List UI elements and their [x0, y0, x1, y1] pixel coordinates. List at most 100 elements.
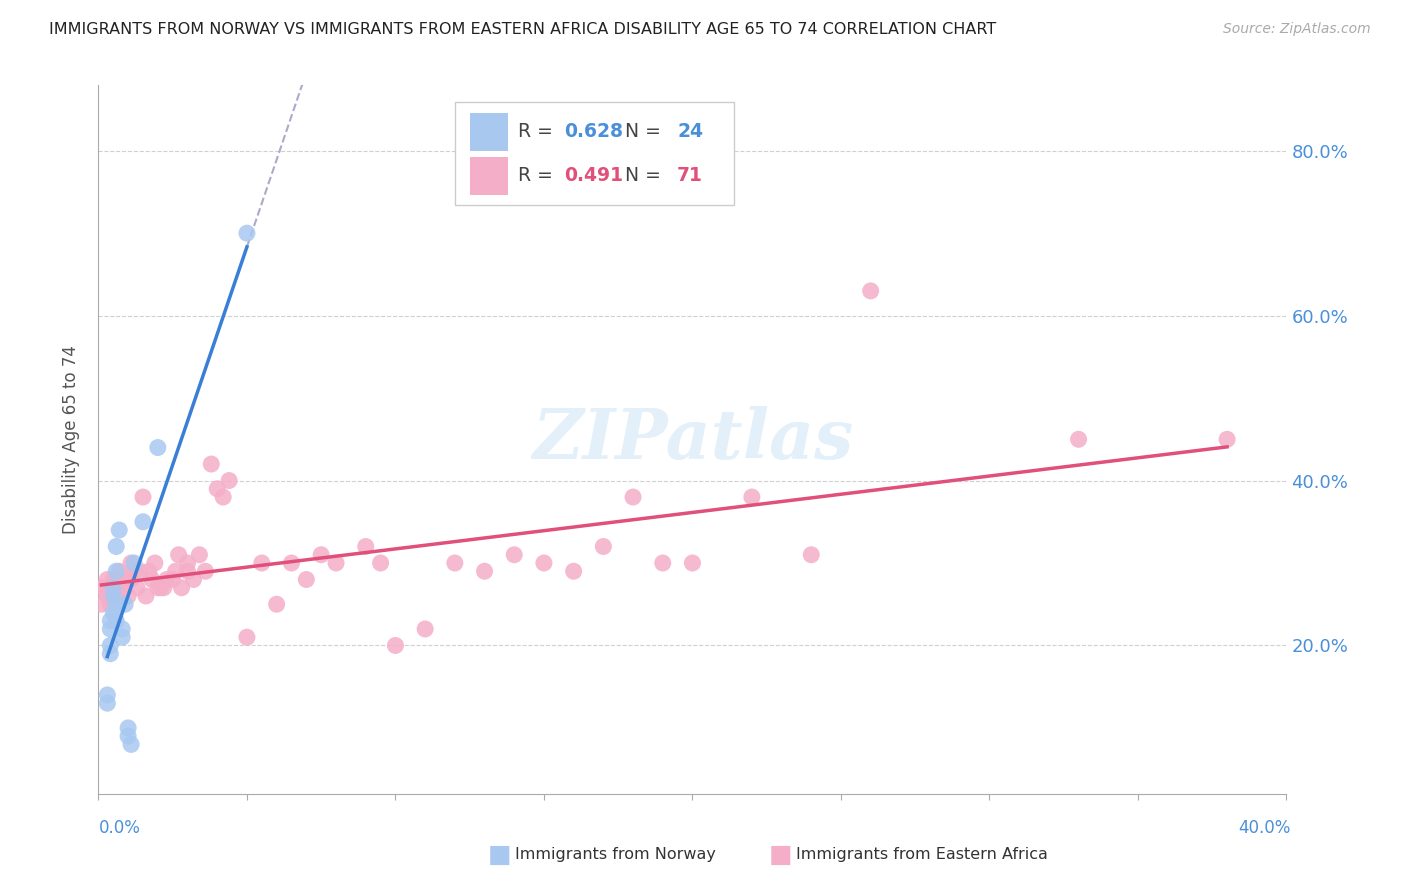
FancyBboxPatch shape: [470, 157, 509, 195]
Point: [117, 721, 139, 735]
Point: [111, 589, 134, 603]
Point: [108, 581, 131, 595]
Point: [105, 614, 128, 628]
Point: [122, 564, 145, 578]
Point: [859, 284, 882, 298]
Point: [443, 556, 465, 570]
Point: [114, 597, 136, 611]
Point: [120, 556, 142, 570]
Point: [117, 589, 139, 603]
Point: [103, 581, 125, 595]
Point: [188, 548, 211, 562]
Point: [354, 540, 377, 554]
Point: [117, 573, 139, 587]
Point: [149, 581, 172, 595]
Text: 0.628: 0.628: [564, 122, 623, 141]
FancyBboxPatch shape: [470, 112, 509, 151]
Point: [207, 482, 229, 496]
Point: [236, 226, 259, 240]
Text: N =: N =: [613, 122, 666, 141]
Point: [105, 540, 128, 554]
Point: [111, 622, 134, 636]
Point: [474, 564, 496, 578]
Text: ■: ■: [488, 843, 510, 866]
Point: [96, 573, 118, 587]
Point: [120, 738, 142, 752]
Point: [384, 639, 406, 653]
Point: [309, 548, 332, 562]
Text: Source: ZipAtlas.com: Source: ZipAtlas.com: [1223, 22, 1371, 37]
Point: [562, 564, 585, 578]
Point: [295, 573, 318, 587]
Point: [117, 729, 139, 743]
Point: [165, 564, 187, 578]
Point: [125, 581, 148, 595]
Point: [533, 556, 555, 570]
Point: [105, 597, 128, 611]
Point: [200, 457, 222, 471]
Point: [111, 630, 134, 644]
Point: [108, 523, 131, 537]
Text: 24: 24: [678, 122, 703, 141]
Point: [176, 556, 198, 570]
Point: [132, 490, 155, 504]
Point: [98, 639, 121, 653]
Point: [212, 490, 235, 504]
Point: [621, 490, 644, 504]
Point: [98, 614, 121, 628]
Text: R =: R =: [517, 167, 558, 186]
Point: [96, 589, 118, 603]
Point: [114, 573, 136, 587]
Point: [146, 581, 169, 595]
Point: [682, 556, 704, 570]
Text: ■: ■: [769, 843, 792, 866]
Text: 0.491: 0.491: [564, 167, 623, 186]
Point: [176, 564, 198, 578]
Text: IMMIGRANTS FROM NORWAY VS IMMIGRANTS FROM EASTERN AFRICA DISABILITY AGE 65 TO 74: IMMIGRANTS FROM NORWAY VS IMMIGRANTS FRO…: [49, 22, 997, 37]
Text: Immigrants from Norway: Immigrants from Norway: [515, 847, 716, 862]
Text: N =: N =: [613, 167, 666, 186]
Point: [152, 581, 174, 595]
Text: 40.0%: 40.0%: [1239, 819, 1291, 837]
Point: [135, 589, 157, 603]
Point: [98, 581, 121, 595]
Point: [103, 606, 125, 620]
Text: 0.0%: 0.0%: [98, 819, 141, 837]
Point: [111, 573, 134, 587]
Point: [250, 556, 273, 570]
Point: [103, 589, 125, 603]
Point: [103, 589, 125, 603]
Text: Immigrants from Eastern Africa: Immigrants from Eastern Africa: [796, 847, 1047, 862]
Point: [280, 556, 302, 570]
Point: [218, 474, 240, 488]
Point: [1216, 433, 1239, 447]
Point: [370, 556, 392, 570]
Point: [105, 573, 128, 587]
Point: [236, 630, 259, 644]
Point: [96, 688, 118, 702]
Point: [146, 441, 169, 455]
Point: [90, 581, 112, 595]
Point: [120, 573, 142, 587]
Point: [162, 573, 184, 587]
Point: [93, 581, 115, 595]
Point: [98, 622, 121, 636]
Point: [90, 597, 112, 611]
Point: [1067, 433, 1090, 447]
Point: [132, 515, 155, 529]
Point: [122, 556, 145, 570]
Point: [98, 597, 121, 611]
Point: [108, 564, 131, 578]
Point: [105, 589, 128, 603]
Point: [741, 490, 763, 504]
Y-axis label: Disability Age 65 to 74: Disability Age 65 to 74: [62, 345, 80, 533]
Point: [170, 581, 193, 595]
Point: [141, 573, 163, 587]
Point: [103, 581, 125, 595]
Point: [98, 647, 121, 661]
FancyBboxPatch shape: [456, 103, 734, 205]
Point: [183, 573, 205, 587]
Point: [167, 548, 190, 562]
Point: [129, 564, 152, 578]
Point: [325, 556, 347, 570]
